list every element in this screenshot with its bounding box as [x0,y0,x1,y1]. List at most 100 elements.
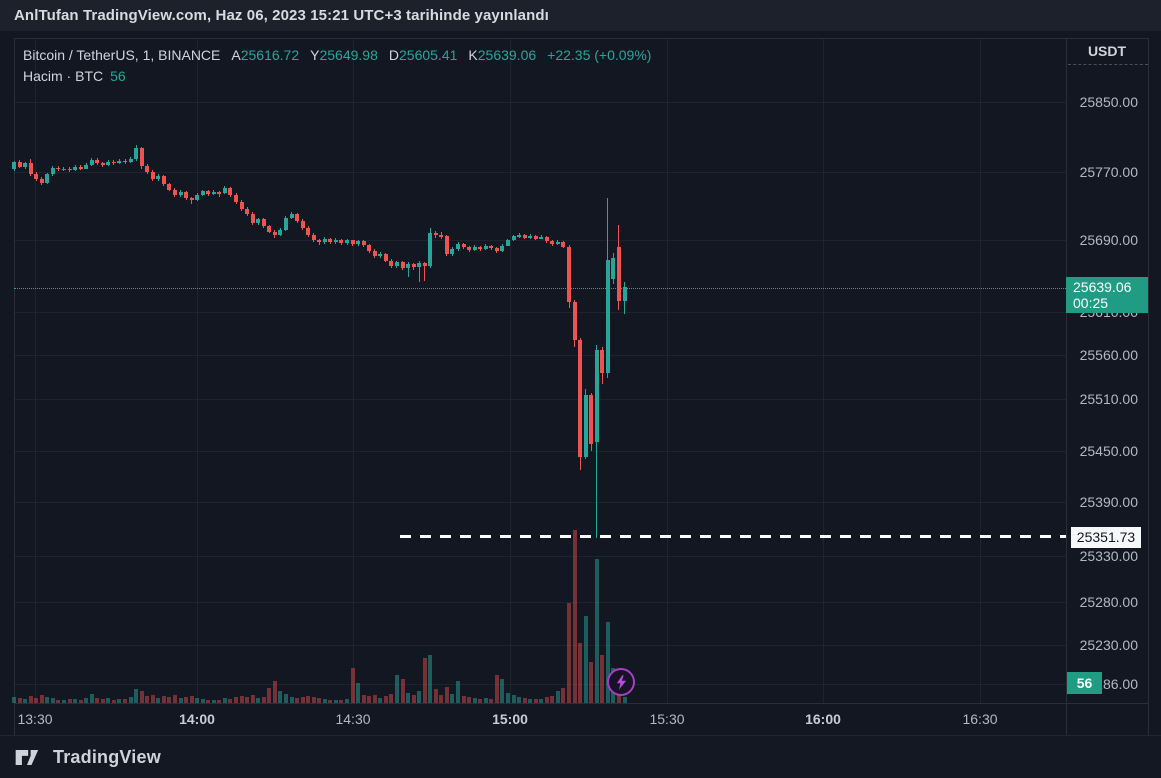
volume-bar [417,691,422,703]
volume-bar [289,697,294,703]
candle [450,249,455,255]
volume-bar [461,696,466,703]
volume-bar [483,698,488,703]
candle [572,301,577,341]
axis-unit-separator [1068,64,1148,65]
candle [23,163,28,167]
candle [622,286,627,301]
tradingview-logo-icon[interactable] [14,748,44,767]
candle-wick [218,191,220,197]
candle [34,173,39,180]
candle [389,260,394,266]
volume-bar [328,700,333,703]
volume-bar [139,691,144,703]
volume-bar [472,698,477,703]
volume-bar [95,698,100,703]
volume-bar [345,699,349,703]
candle-wick [418,261,420,282]
candle [89,159,94,166]
candle [300,221,305,229]
volume-bar [567,603,571,703]
tradingview-wordmark[interactable]: TradingView [53,746,161,767]
volume-bar [222,698,227,703]
volume-bar [378,698,383,703]
volume-bar [467,697,472,703]
price-axis-label: 25510.00 [1079,391,1138,407]
candle [73,166,78,171]
v-gridline [823,38,824,703]
volume-bar [239,696,244,703]
candle [272,231,277,236]
volume-bar [433,689,438,703]
pane-border-left [14,38,15,735]
candle [328,238,333,243]
symbol-title[interactable]: Bitcoin / TetherUS, 1, BINANCE [23,46,221,63]
volume-bar [34,698,39,703]
candle [533,235,538,239]
candle [378,253,383,257]
volume-bar [555,691,560,703]
price-axis-label: 25770.00 [1079,164,1138,180]
ohlc-low: D25605.41 [388,46,458,63]
time-axis-label: 14:30 [335,711,371,727]
price-axis-label: 25390.00 [1079,494,1138,510]
candle [261,219,266,227]
candle [428,233,433,266]
candle [333,239,338,243]
volume-bar [339,700,344,703]
volume-bar [45,697,50,703]
v-gridline [980,38,981,703]
h-gridline [14,556,1066,557]
volume-bar [489,699,494,703]
volume-bar [600,655,605,703]
v-gridline [197,38,198,703]
time-axis[interactable]: 13:30 14:00 14:30 15:00 15:30 16:00 16:30 [0,703,1161,735]
volume-bar [528,699,533,703]
volume-bar [261,697,266,703]
candle [539,236,544,239]
volume-bar [200,699,205,703]
candle [406,264,411,268]
candle [517,235,522,237]
chart-pane[interactable]: Bitcoin / TetherUS, 1, BINANCE A25616.72… [0,31,1161,735]
volume-bar [172,695,177,703]
flash-marker-button[interactable] [607,668,635,696]
h-gridline [14,399,1066,400]
volume-badge: 56 [1067,672,1102,694]
candle [184,192,189,199]
candle [283,217,288,230]
volume-bar [111,700,116,703]
price-axis[interactable]: USDT 25850.0025770.0025690.0025610.00255… [1066,31,1161,703]
volume-bar [89,694,94,703]
candle [84,165,89,169]
candle [417,263,422,267]
volume-bar [605,622,610,703]
volume-bar [356,683,361,703]
volume-bar [361,695,366,703]
candle [17,162,22,167]
volume-bar [234,697,238,703]
price-axis-label: 25230.00 [1079,637,1138,653]
volume-bar [383,696,388,703]
volume-bar [12,697,16,703]
candle [555,242,560,244]
volume-label[interactable]: Hacim · BTC [23,67,104,84]
volume-bar [128,697,133,703]
ohlc-close: K25639.06 [468,46,537,63]
volume-bar [583,616,588,703]
candle [561,242,566,247]
volume-bar [189,696,194,703]
volume-bar [522,698,527,703]
volume-bar [206,700,211,703]
volume-bar [561,688,566,703]
candle [528,235,533,238]
candle [611,257,616,279]
candle [589,395,594,444]
published-info-bar: AnlTufan TradingView.com, Haz 06, 2023 1… [0,0,1161,31]
candle [78,166,83,169]
v-gridline [35,38,36,703]
h-gridline [14,240,1066,241]
ohlc-open: A25616.72 [231,46,300,63]
dashed-level-line[interactable] [400,535,1066,538]
candle [467,247,472,250]
